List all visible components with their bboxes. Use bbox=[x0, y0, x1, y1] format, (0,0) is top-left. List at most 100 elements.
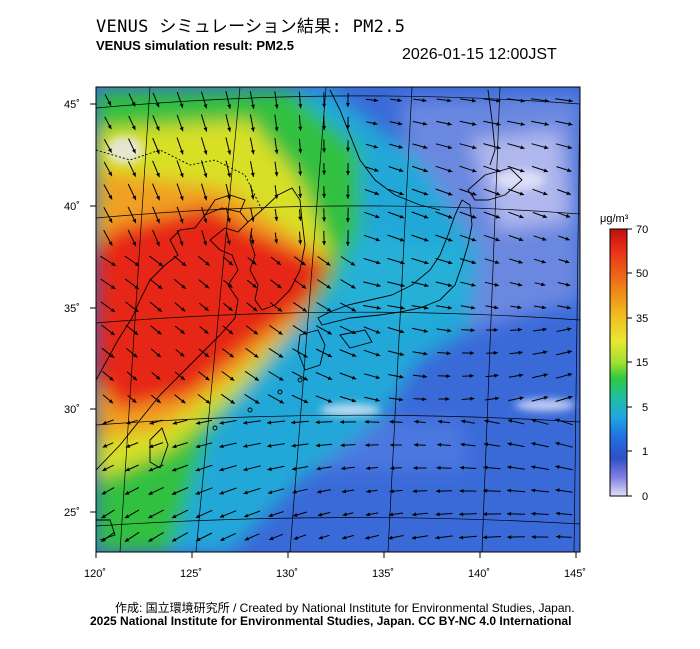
wind-arrow-head bbox=[322, 103, 327, 108]
wind-arrow-head bbox=[269, 536, 274, 541]
wind-arrow-head bbox=[204, 306, 209, 311]
wind-arrow-head bbox=[376, 305, 381, 310]
wind-arrow-head bbox=[131, 125, 136, 130]
wind-arrow-head bbox=[110, 331, 115, 335]
wind-arrow-head bbox=[180, 307, 186, 312]
wind-arrow-head bbox=[447, 168, 453, 173]
page-title-japanese: VENUS シミュレーション結果: PM2.5 bbox=[96, 17, 406, 37]
wind-arrow-head bbox=[459, 465, 464, 470]
wind-arrow-head bbox=[483, 488, 488, 493]
wind-arrow-head bbox=[322, 193, 327, 198]
wind-arrow-head bbox=[495, 191, 501, 196]
colorbar: μg/m³ 70 50 35 15 5 1 0 bbox=[600, 213, 648, 503]
wind-arrow-head bbox=[445, 397, 450, 401]
wind-arrow-head bbox=[399, 374, 404, 379]
wind-arrow-head bbox=[243, 467, 248, 472]
wind-arrow-head bbox=[423, 329, 428, 333]
wind-arrow-head bbox=[507, 488, 512, 493]
wind-arrow-head bbox=[148, 491, 153, 495]
wind-arrow-head bbox=[541, 259, 546, 264]
wind-arrow-head bbox=[179, 218, 184, 224]
wind-arrow-head bbox=[204, 353, 209, 357]
wind-arrow-head bbox=[518, 350, 523, 355]
wind-arrow-head bbox=[204, 329, 209, 334]
wind-arrow-head bbox=[345, 241, 350, 246]
wind-arrow-head bbox=[351, 330, 357, 334]
wind-arrow-head bbox=[171, 491, 177, 495]
wind-arrow-head bbox=[291, 443, 296, 448]
wind-arrow-head bbox=[102, 420, 107, 425]
wind-arrow-head bbox=[134, 285, 139, 290]
wind-arrow-head bbox=[132, 148, 136, 154]
wind-arrow-head bbox=[205, 399, 211, 404]
wind-arrow-head bbox=[435, 535, 440, 540]
wind-arrow-head bbox=[555, 465, 560, 469]
wind-arrow-head bbox=[541, 282, 546, 287]
wind-arrow-head bbox=[298, 126, 303, 131]
wind-arrow-head bbox=[411, 535, 417, 540]
wind-arrow-head bbox=[298, 240, 303, 245]
wind-arrow-head bbox=[298, 216, 303, 221]
wind-arrow-head bbox=[101, 537, 106, 542]
wind-arrow-head bbox=[322, 217, 327, 222]
wind-arrow-head bbox=[274, 127, 279, 132]
wind-arrow-head bbox=[252, 260, 257, 265]
wind-arrow-head bbox=[470, 305, 476, 310]
wind-arrow-head bbox=[108, 241, 113, 246]
wind-arrow-head bbox=[267, 420, 272, 425]
wind-arrow-head bbox=[195, 490, 201, 495]
wind-arrow-head bbox=[422, 98, 427, 103]
wind-arrow-head bbox=[496, 122, 501, 126]
wind-arrow-head bbox=[544, 98, 549, 103]
wind-arrow-head bbox=[422, 374, 427, 379]
wind-arrow-head bbox=[156, 353, 161, 358]
wind-arrow-head bbox=[302, 330, 308, 335]
wind-arrow-head bbox=[471, 98, 476, 103]
wind-arrow-head bbox=[448, 237, 453, 242]
wind-arrow-head bbox=[520, 145, 525, 150]
wind-arrow-head bbox=[303, 399, 309, 403]
wind-arrow-head bbox=[125, 444, 131, 448]
wind-arrow-head bbox=[274, 104, 279, 109]
wind-arrow-head bbox=[327, 353, 332, 357]
colorbar-tick-0: 0 bbox=[642, 491, 648, 503]
wind-arrow-head bbox=[108, 195, 113, 200]
wind-arrow-head bbox=[565, 282, 571, 287]
page-title-english: VENUS simulation result: PM2.5 bbox=[96, 38, 294, 53]
wind-arrow-head bbox=[179, 173, 184, 178]
wind-arrow-head bbox=[274, 194, 279, 199]
wind-arrow-head bbox=[543, 373, 548, 378]
wind-arrow-head bbox=[461, 419, 466, 424]
wind-arrow-head bbox=[520, 168, 525, 173]
wind-arrow-head bbox=[567, 327, 572, 332]
wind-arrow-head bbox=[471, 260, 476, 265]
wind-arrow-head bbox=[517, 305, 522, 310]
wind-arrow-head bbox=[327, 376, 333, 380]
wind-arrow-head bbox=[132, 376, 137, 381]
coastlines bbox=[96, 89, 523, 541]
axis-ticks bbox=[90, 103, 577, 558]
wind-arrow-head bbox=[125, 467, 130, 472]
wind-arrow-head bbox=[351, 398, 357, 403]
wind-arrow-head bbox=[109, 353, 115, 358]
wind-arrow-head bbox=[412, 489, 417, 494]
wind-arrow-head bbox=[470, 328, 475, 333]
wind-arrow-head bbox=[447, 121, 452, 126]
wind-arrow-head bbox=[132, 172, 136, 177]
wind-arrow-head bbox=[250, 239, 255, 245]
wind-arrow-head bbox=[351, 284, 356, 289]
wind-arrow-head bbox=[134, 308, 139, 312]
wind-vectors bbox=[100, 91, 573, 543]
wind-arrow-head bbox=[195, 444, 201, 449]
wind-arrow-head bbox=[375, 352, 381, 357]
wind-arrow-head bbox=[375, 214, 380, 219]
wind-arrow-head bbox=[447, 305, 452, 310]
wind-arrow-head bbox=[340, 420, 344, 424]
wind-arrow-head bbox=[148, 467, 154, 472]
wind-arrow-head bbox=[375, 237, 380, 242]
wind-arrow-head bbox=[373, 121, 378, 126]
wind-arrow-head bbox=[111, 262, 116, 266]
wind-arrow-head bbox=[351, 353, 357, 357]
wind-arrow-head bbox=[244, 536, 250, 541]
wind-arrow-head bbox=[398, 168, 404, 172]
